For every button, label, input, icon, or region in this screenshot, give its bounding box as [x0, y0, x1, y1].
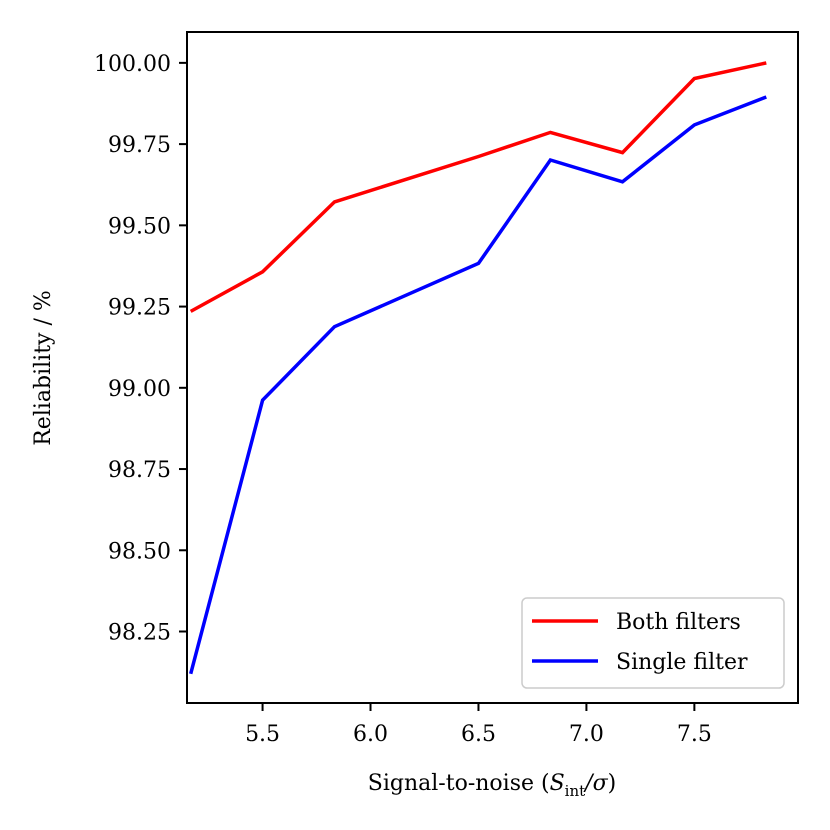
- y-tick-label: 98.25: [108, 621, 171, 646]
- y-axis-ticks: 98.25 98.50 98.75 99.00 99.25 99.50 99.75 100.0…: [94, 52, 187, 646]
- y-tick-label: 99.75: [108, 133, 171, 158]
- y-tick-label: 99.00: [108, 377, 171, 402]
- x-tick-label: 7.0: [569, 722, 604, 747]
- series-line-both-filters: [189, 61, 767, 313]
- x-tick-label: 6.5: [461, 722, 496, 747]
- x-axis-label: Signal-to-noise (Sint/σ): [368, 771, 616, 800]
- x-tick-label: 7.5: [677, 722, 712, 747]
- y-tick-label: 99.50: [108, 214, 171, 239]
- x-tick-label: 6.0: [353, 722, 388, 747]
- y-tick-label: 98.75: [108, 458, 171, 483]
- series-layer: [189, 61, 767, 675]
- x-axis-ticks: 5.5 6.0 6.5 7.0 7.5: [245, 703, 712, 747]
- series-line-single-filter: [189, 95, 767, 675]
- y-tick-label: 100.00: [94, 52, 171, 77]
- legend-label-single-filter: Single filter: [616, 650, 748, 675]
- x-tick-label: 5.5: [245, 722, 280, 747]
- y-tick-label: 99.25: [108, 296, 171, 321]
- y-axis-label: Reliability / %: [31, 290, 56, 446]
- legend: Both filters Single filter: [521, 597, 785, 689]
- y-tick-label: 98.50: [108, 539, 171, 564]
- axes-frame: [186, 31, 799, 704]
- legend-label-both-filters: Both filters: [616, 610, 741, 635]
